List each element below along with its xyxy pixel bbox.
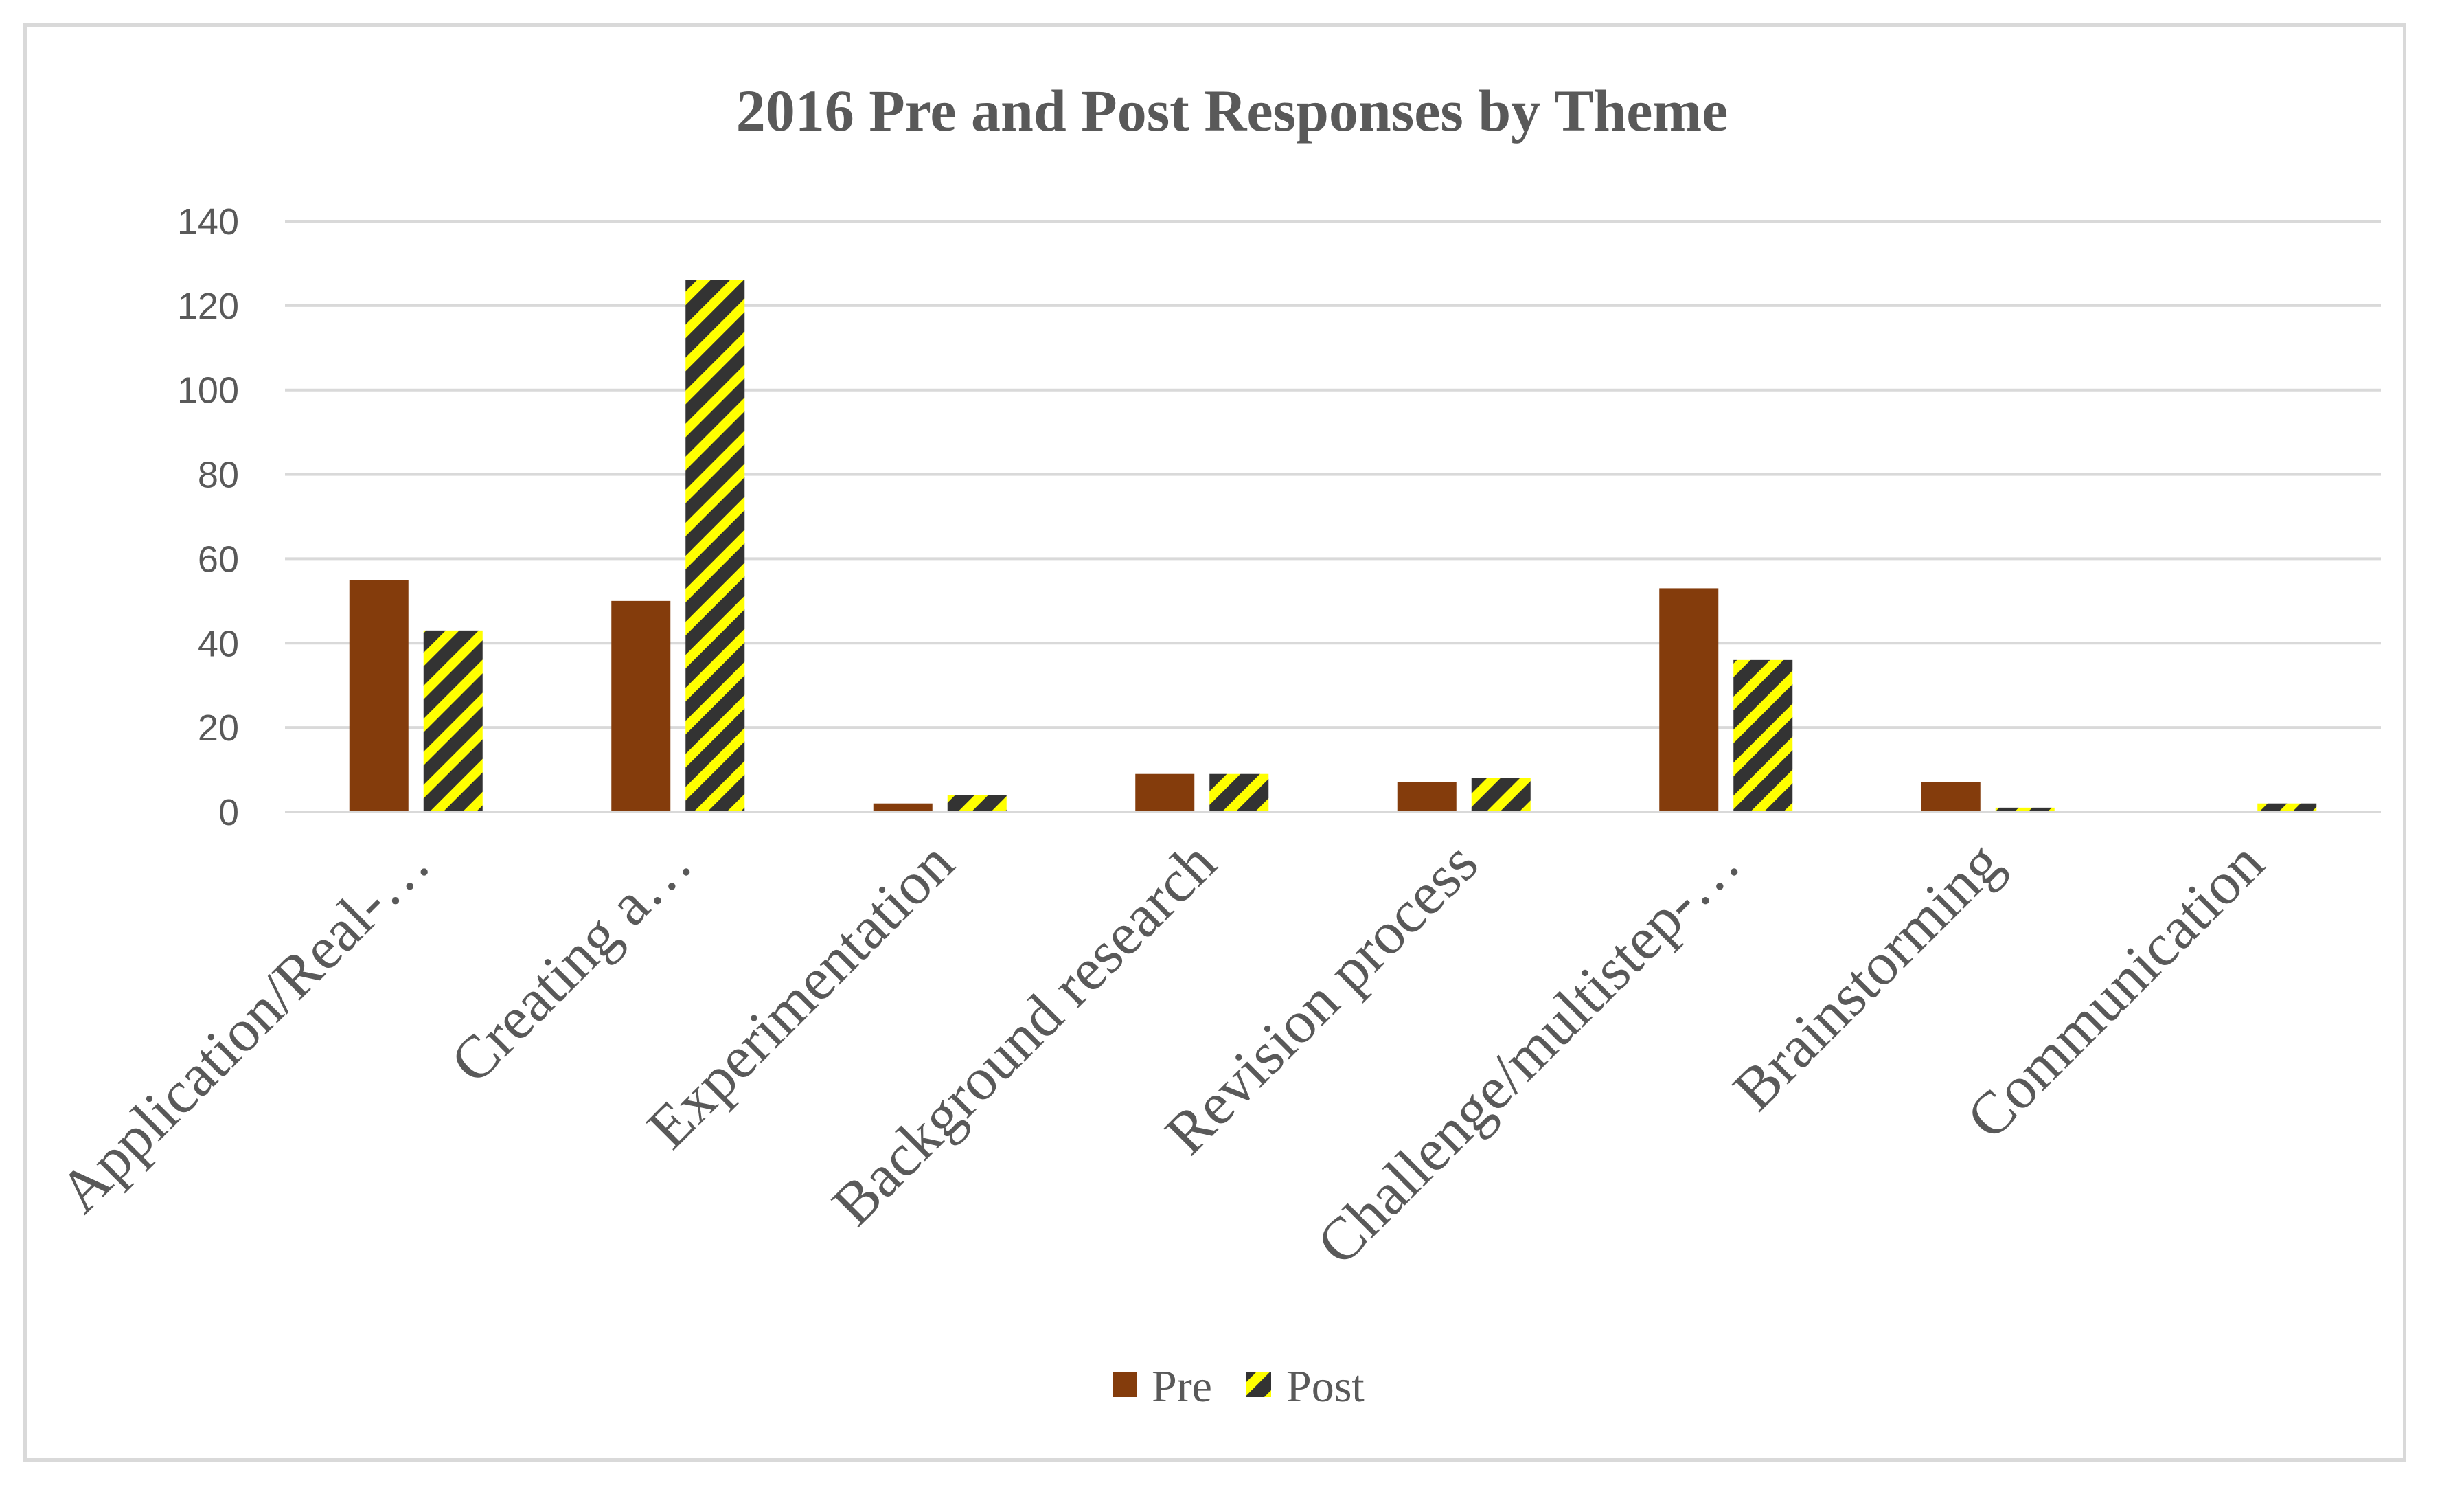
bar-pre-6 — [1921, 782, 1981, 812]
y-tick-label: 60 — [198, 539, 239, 580]
legend-swatch-pre — [1113, 1372, 1137, 1397]
legend-label-pre: Pre — [1152, 1361, 1212, 1412]
x-tick-label: Challenge/multistep-… — [1305, 830, 1753, 1278]
bar-post-6 — [1995, 807, 2055, 812]
bar-post-2 — [947, 795, 1007, 812]
chart-title: 2016 Pre and Post Responses by Theme — [736, 78, 1729, 144]
bar-pre-1 — [611, 600, 671, 812]
y-tick-label: 140 — [177, 201, 239, 242]
bar-post-1 — [685, 280, 745, 812]
legend: Pre Post — [1113, 1361, 1365, 1412]
bar-pre-2 — [873, 803, 933, 812]
bar-pre-3 — [1135, 773, 1195, 812]
x-axis: Application/Real-…Creating a…Experimenta… — [47, 811, 2381, 1278]
y-tick-label: 0 — [218, 792, 239, 833]
legend-label-post: Post — [1286, 1361, 1365, 1412]
y-tick-label: 100 — [177, 370, 239, 411]
chart-frame — [23, 23, 2406, 1462]
bars — [349, 280, 2317, 812]
gridlines — [285, 220, 2381, 813]
bar-pre-4 — [1397, 782, 1457, 812]
x-tick-label: Application/Real-… — [47, 830, 443, 1226]
x-tick-label: Brainstorming — [1721, 830, 2015, 1124]
y-tick-label: 120 — [177, 286, 239, 327]
y-tick-label: 20 — [198, 708, 239, 749]
y-tick-label: 40 — [198, 623, 239, 664]
y-axis: 0 20 40 60 80 100 120 140 — [177, 201, 239, 833]
bar-post-7 — [2257, 803, 2317, 812]
bar-post-3 — [1209, 773, 1269, 812]
bar-post-4 — [1471, 778, 1531, 812]
x-tick-label: Creating a… — [438, 830, 705, 1096]
y-tick-label: 80 — [198, 455, 239, 496]
legend-swatch-post — [1246, 1372, 1271, 1397]
bar-pre-5 — [1659, 588, 1719, 812]
bar-pre-0 — [349, 580, 409, 812]
bar-post-0 — [423, 630, 483, 812]
bar-post-5 — [1733, 659, 1793, 812]
